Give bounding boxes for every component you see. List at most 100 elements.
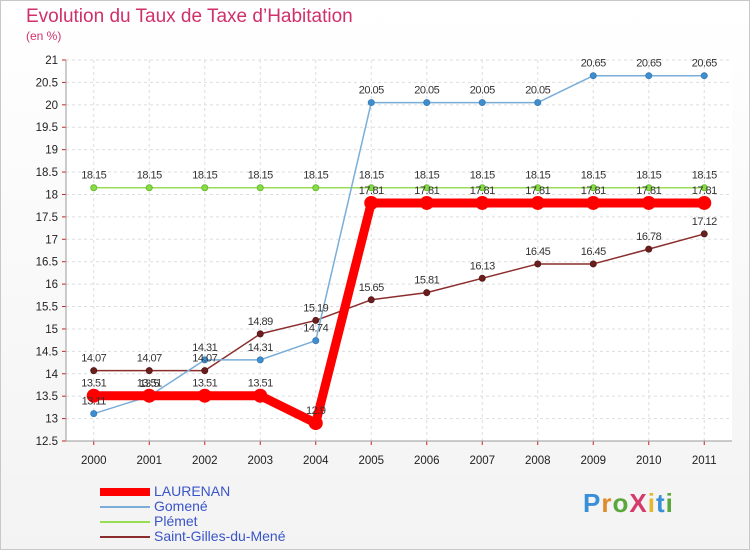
data-point [534,260,542,268]
y-tick-label: 19 [45,145,58,157]
y-tick-label: 14.5 [36,346,58,358]
data-point [645,72,653,80]
data-label: 16.13 [470,260,495,272]
data-labels: 18.15 18.15 18.15 18.15 18.15 18.15 18.15 18.15… [81,58,717,417]
data-label: 14.89 [248,316,273,328]
chart-title: Evolution du Taux de Taxe d’Habitation [26,6,353,27]
y-tick-label: 21 [45,55,58,67]
x-tick-label: 2010 [636,455,662,467]
x-tick-label: 2009 [580,455,606,467]
data-point [197,388,212,403]
x-tick-label: 2003 [247,455,273,467]
proxiti-logo: ProXiti [583,488,674,518]
y-axis-ticks: 12.5 13 13.5 14 14.5 15 15.5 16 16.5 17 17.5 18 18.5… [36,55,59,448]
data-point [201,356,209,364]
data-point [423,184,431,192]
data-point [367,99,375,107]
data-point [201,184,209,192]
data-label: 15.19 [303,302,328,314]
x-tick-label: 2002 [192,455,218,467]
x-tick-label: 2007 [469,455,495,467]
data-point [312,316,320,324]
data-label: 18.15 [81,170,106,182]
data-point [700,230,708,238]
data-label: 17.81 [414,185,439,197]
data-label: 18.15 [581,170,606,182]
data-label: 18.15 [525,170,550,182]
data-label: 18.15 [359,170,384,182]
data-label: 14.07 [81,353,106,365]
data-label: 14.07 [192,353,217,365]
data-label: 16.45 [581,246,606,258]
data-point [589,260,597,268]
y-tick-label: 18.5 [36,167,58,179]
plot-area [66,60,732,441]
series-lines [93,74,705,428]
series-line-0 [93,198,705,428]
data-point [645,184,653,192]
legend-swatch [100,536,150,538]
data-label: 14.07 [137,353,162,365]
data-label: 13.51 [192,378,217,390]
data-point [256,330,264,338]
x-tick-label: 2011 [692,455,717,467]
data-point [201,367,209,375]
legend-swatch [100,488,150,496]
data-point [530,195,545,210]
legend-label: LAURENAN [154,483,231,499]
x-tick-label: 2005 [358,455,384,467]
data-point [700,72,708,80]
y-tick-label: 17 [45,234,58,246]
data-point [419,195,434,210]
data-point [475,195,490,210]
y-tick-label: 20.5 [36,77,58,89]
data-label: 18.15 [692,170,717,182]
data-label: 20.05 [359,85,384,97]
legend-label: Saint-Gilles-du-Mené [154,528,286,544]
y-tick-label: 16 [45,279,58,291]
data-label: 20.05 [414,85,439,97]
data-point [256,184,264,192]
data-point [534,184,542,192]
legend-label: Gomené [154,498,208,514]
chart-subtitle: (en %) [26,29,62,43]
data-point [589,72,597,80]
y-tick-label: 19.5 [36,122,58,134]
data-point [86,388,101,403]
data-point [534,99,542,107]
data-label: 15.81 [414,275,439,287]
data-point [253,388,268,403]
y-tick-label: 14 [45,369,58,381]
data-label: 17.12 [692,216,717,228]
legend-label: Plémet [154,513,198,529]
series-line-3 [93,233,705,372]
data-point [145,367,153,375]
data-label: 17.81 [525,185,550,197]
data-point [145,184,153,192]
data-point [90,184,98,192]
data-point [90,367,98,375]
data-point [312,337,320,345]
y-tick-label: 13 [45,414,58,426]
y-tick-label: 17.5 [36,212,58,224]
data-label: 18.15 [248,170,273,182]
data-point [367,184,375,192]
x-tick-label: 2004 [303,455,329,467]
data-label: 14.74 [303,323,328,335]
data-point [700,184,708,192]
data-point [478,274,486,282]
axes [62,59,732,445]
y-tick-label: 15 [45,324,58,336]
data-point [423,99,431,107]
data-point [312,184,320,192]
data-label: 12.9 [306,405,326,417]
data-point [697,195,712,210]
data-label: 20.05 [470,85,495,97]
data-point [256,356,264,364]
data-label: 20.65 [581,58,606,70]
data-label: 20.05 [525,85,550,97]
data-point [364,195,379,210]
x-axis-ticks: 2000 2001 2002 2003 2004 2005 2006 2007 2008 2009… [81,455,717,467]
data-point [423,289,431,297]
